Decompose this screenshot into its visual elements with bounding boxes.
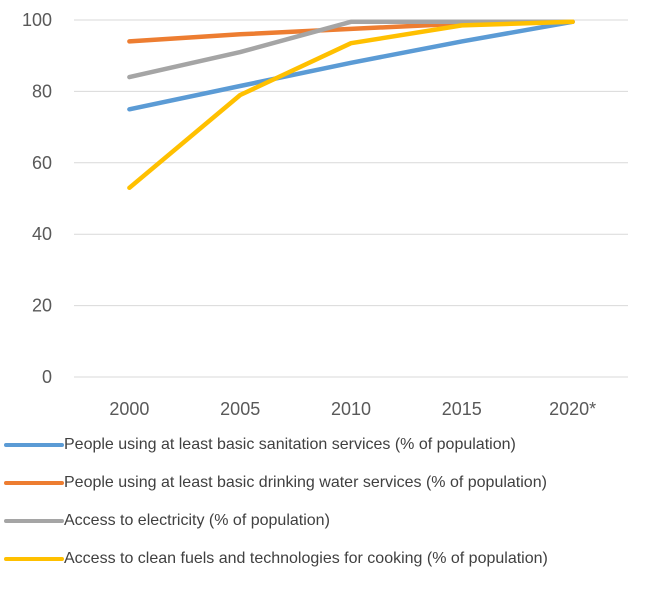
legend-item: People using at least basic drinking wat… (4, 464, 654, 502)
legend-swatch (4, 519, 64, 523)
y-tick-label: 60 (32, 153, 52, 173)
y-tick-label: 20 (32, 296, 52, 316)
legend-swatch (4, 443, 64, 447)
series-line-1 (127, 19, 575, 112)
y-tick-label: 100 (22, 10, 52, 30)
gridlines (74, 19, 628, 378)
x-tick-label: 2000 (109, 399, 149, 419)
x-tick-label: 2005 (220, 399, 260, 419)
legend-item: Access to clean fuels and technologies f… (4, 540, 654, 578)
y-axis-ticks: 0 20 40 60 80 100 (22, 10, 52, 387)
x-tick-label: 2015 (442, 399, 482, 419)
x-tick-label: 2020* (549, 399, 596, 419)
y-tick-label: 40 (32, 224, 52, 244)
legend-label: Access to electricity (% of population) (64, 512, 330, 529)
legend-label: People using at least basic drinking wat… (64, 474, 547, 491)
legend-item: People using at least basic sanitation s… (4, 426, 654, 464)
y-tick-label: 80 (32, 81, 52, 101)
series-line-4 (127, 19, 575, 191)
legend: People using at least basic sanitation s… (4, 426, 654, 578)
legend-label: People using at least basic sanitation s… (64, 436, 516, 453)
series-line-3 (127, 19, 575, 80)
legend-swatch (4, 557, 64, 561)
line-chart: 0 20 40 60 80 100 2000 2005 2010 2015 2020* (22, 10, 628, 419)
x-tick-label: 2010 (331, 399, 371, 419)
legend-item: Access to electricity (% of population) (4, 502, 654, 540)
legend-swatch (4, 481, 64, 485)
legend-label: Access to clean fuels and technologies f… (64, 550, 548, 567)
x-axis-ticks: 2000 2005 2010 2015 2020* (109, 399, 596, 419)
series-lines (127, 19, 575, 191)
y-tick-label: 0 (42, 367, 52, 387)
